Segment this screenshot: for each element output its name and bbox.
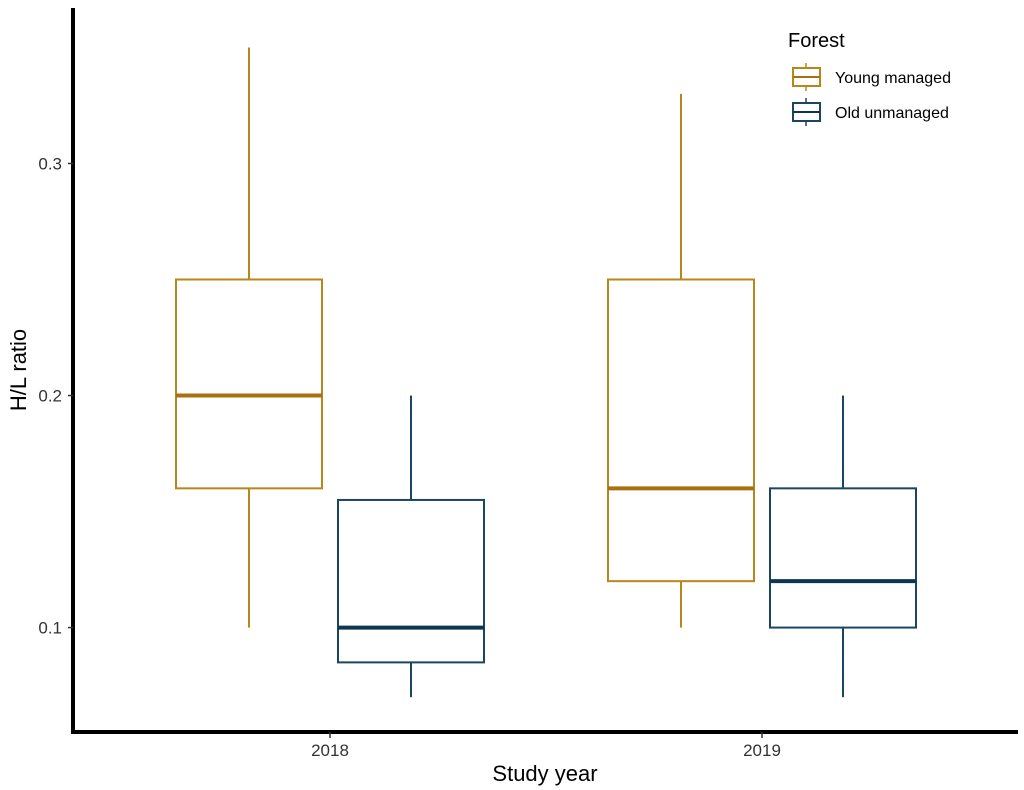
y-tick-label: 0.3: [38, 154, 62, 173]
box-body: [175, 278, 323, 490]
legend-label: Old unmanaged: [835, 105, 949, 122]
y-axis-title: H/L ratio: [6, 329, 31, 411]
box-body: [337, 498, 485, 664]
legend: Forest Young managed Old unmanaged: [788, 30, 951, 126]
y-tick-label: 0.2: [38, 387, 62, 406]
y-tick-label: 0.1: [38, 619, 62, 638]
x-ticks: 2018 2019: [311, 732, 781, 760]
axes: [71, 8, 1018, 734]
x-axis-title: Study year: [492, 761, 597, 786]
box-old-unmanaged-2018: [337, 395, 485, 698]
legend-label: Young managed: [835, 70, 951, 87]
box-young-managed-2019: [607, 93, 755, 628]
legend-title: Forest: [788, 30, 845, 52]
box-old-unmanaged-2019: [769, 395, 917, 698]
x-tick-label: 2019: [743, 741, 781, 760]
legend-key-old-unmanaged: [792, 98, 821, 126]
box-body: [607, 278, 755, 583]
box-body: [769, 487, 917, 629]
box-young-managed-2018: [175, 47, 323, 628]
plot-area: [175, 47, 917, 698]
legend-key-young-managed: [792, 63, 821, 91]
y-ticks: 0.1 0.2 0.3: [38, 154, 73, 638]
x-tick-label: 2018: [311, 741, 349, 760]
